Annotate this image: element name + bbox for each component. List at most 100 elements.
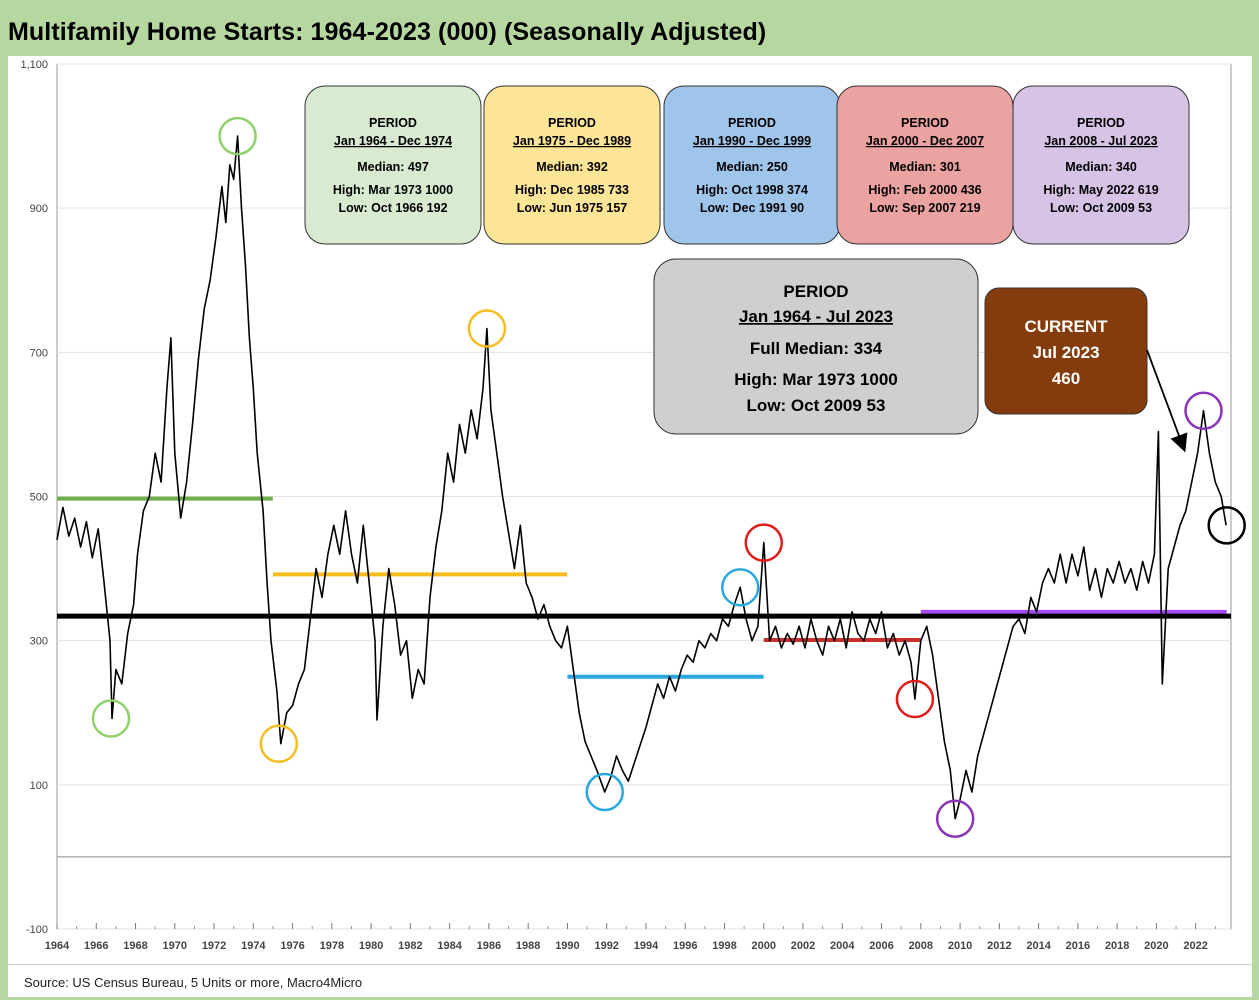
x-tick-label: 2000 xyxy=(752,940,776,952)
x-tick-label: 2020 xyxy=(1144,940,1168,952)
x-tick-label: 1998 xyxy=(712,940,736,952)
x-tick-label: 2018 xyxy=(1105,940,1129,952)
x-tick-label: 1978 xyxy=(320,940,344,952)
x-tick-label: 2012 xyxy=(987,940,1011,952)
x-tick-label: 1992 xyxy=(594,940,618,952)
y-tick-label: -100 xyxy=(26,924,48,936)
period-box-low: Low: Sep 2007 219 xyxy=(869,201,980,215)
chart-svg: 1,100 900 700 500 300 100 -100 1964 1966 1968 1970… xyxy=(20,59,1246,952)
current-box-label: CURRENT xyxy=(1024,317,1108,336)
x-tick-label: 1972 xyxy=(202,940,226,952)
y-tick-label: 500 xyxy=(30,492,48,504)
x-tick-label: 1974 xyxy=(241,940,266,952)
full-period-header: PERIOD xyxy=(783,282,848,301)
period-box-high: High: Mar 1973 1000 xyxy=(333,183,453,197)
highlight-circle xyxy=(91,699,131,738)
x-tick-label: 2016 xyxy=(1066,940,1090,952)
highlight-circle xyxy=(895,679,935,719)
highlight-circle xyxy=(1184,391,1223,430)
highlight-circle xyxy=(744,523,784,562)
period-box-header: PERIOD xyxy=(548,116,596,130)
highlight-circle xyxy=(259,724,299,763)
plot-area-wrapper: 1,100 900 700 500 300 100 -100 1964 1966 1968 1970… xyxy=(8,56,1252,964)
full-period-median: Full Median: 334 xyxy=(750,339,883,358)
x-tick-label: 2014 xyxy=(1026,940,1051,952)
period-box-range: Jan 1964 - Dec 1974 xyxy=(334,134,452,148)
x-tick-label: 1986 xyxy=(477,940,501,952)
current-box-value: 460 xyxy=(1052,369,1080,388)
period-box: PERIOD Jan 2008 - Jul 2023 Median: 340 High… xyxy=(1012,85,1190,245)
y-tick-label: 700 xyxy=(30,347,48,359)
period-box-bg xyxy=(1012,85,1190,245)
period-box: PERIOD Jan 2000 - Dec 2007 Median: 301 High… xyxy=(836,85,1014,245)
period-box-header: PERIOD xyxy=(1077,116,1125,130)
full-period-box-bg xyxy=(653,258,979,435)
period-box-header: PERIOD xyxy=(728,116,776,130)
current-box: CURRENT Jul 2023 460 xyxy=(984,287,1148,415)
x-tick-label: 2022 xyxy=(1183,940,1207,952)
x-tick-label: 1984 xyxy=(437,940,462,952)
period-box-range: Jan 1990 - Dec 1999 xyxy=(693,134,811,148)
footer-bar: Source: US Census Bureau, 5 Units or mor… xyxy=(8,964,1252,997)
highlight-circle xyxy=(585,772,624,812)
highlight-circle xyxy=(1207,506,1246,545)
current-arrow xyxy=(1146,349,1188,453)
x-tick-label: 1976 xyxy=(280,940,304,952)
period-box-high: High: May 2022 619 xyxy=(1043,183,1158,197)
x-tick-label: 2010 xyxy=(948,940,972,952)
period-box-low: Low: Oct 1966 192 xyxy=(338,201,447,215)
x-tick-label: 1966 xyxy=(84,940,108,952)
x-tick-label: 2008 xyxy=(909,940,933,952)
series-line xyxy=(56,135,1227,820)
x-tick-label: 1968 xyxy=(123,940,147,952)
period-box-header: PERIOD xyxy=(369,116,417,130)
y-tick-label: 300 xyxy=(30,636,48,648)
full-period-box: PERIOD Jan 1964 - Jul 2023 Full Median: 33… xyxy=(653,258,979,435)
period-box-median: Median: 392 xyxy=(536,160,608,174)
x-tick-label: 1990 xyxy=(555,940,579,952)
x-tick-label: 1996 xyxy=(673,940,697,952)
period-box-bg xyxy=(304,85,482,245)
period-box-median: Median: 340 xyxy=(1065,160,1137,174)
x-tick-label: 1982 xyxy=(398,940,422,952)
period-box: PERIOD Jan 1964 - Dec 1974 Median: 497 High… xyxy=(304,85,482,245)
period-box-high: High: Dec 1985 733 xyxy=(515,183,629,197)
full-period-low: Low: Oct 2009 53 xyxy=(747,396,886,415)
period-box-low: Low: Dec 1991 90 xyxy=(700,201,804,215)
period-box-low: Low: Jun 1975 157 xyxy=(517,201,628,215)
period-box-median: Median: 301 xyxy=(889,160,961,174)
x-tick-label: 2002 xyxy=(791,940,815,952)
full-period-high: High: Mar 1973 1000 xyxy=(734,370,897,389)
x-tick-label: 1964 xyxy=(45,940,70,952)
period-box-high: High: Oct 1998 374 xyxy=(696,183,808,197)
period-box-header: PERIOD xyxy=(901,116,949,130)
period-box-range: Jan 2008 - Jul 2023 xyxy=(1044,134,1157,148)
period-box-low: Low: Oct 2009 53 xyxy=(1050,201,1152,215)
source-note: Source: US Census Bureau, 5 Units or mor… xyxy=(24,975,363,990)
y-tick-label: 1,100 xyxy=(20,59,48,71)
highlight-circle xyxy=(218,116,257,156)
period-box-median: Median: 250 xyxy=(716,160,788,174)
highlight-circle xyxy=(935,799,975,838)
y-tick-label: 900 xyxy=(30,203,48,215)
period-box-high: High: Feb 2000 436 xyxy=(868,183,981,197)
period-box: PERIOD Jan 1990 - Dec 1999 Median: 250 High… xyxy=(663,85,841,245)
x-tick-label: 2004 xyxy=(830,940,855,952)
period-box-bg xyxy=(483,85,661,245)
full-period-range: Jan 1964 - Jul 2023 xyxy=(739,307,893,326)
highlight-circle xyxy=(720,568,760,607)
y-tick-label: 100 xyxy=(30,780,48,792)
highlight-circle xyxy=(467,309,507,348)
chart-title: Multifamily Home Starts: 1964-2023 (000)… xyxy=(8,18,767,46)
period-box: PERIOD Jan 1975 - Dec 1989 Median: 392 High… xyxy=(483,85,661,245)
x-tick-label: 1980 xyxy=(359,940,383,952)
current-box-date: Jul 2023 xyxy=(1032,343,1099,362)
x-tick-label: 2006 xyxy=(869,940,893,952)
x-tick-label: 1994 xyxy=(634,940,659,952)
x-tick-label: 1988 xyxy=(516,940,540,952)
x-tick-label: 1970 xyxy=(163,940,187,952)
period-box-range: Jan 1975 - Dec 1989 xyxy=(513,134,631,148)
period-box-range: Jan 2000 - Dec 2007 xyxy=(866,134,984,148)
period-box-median: Median: 497 xyxy=(357,160,429,174)
